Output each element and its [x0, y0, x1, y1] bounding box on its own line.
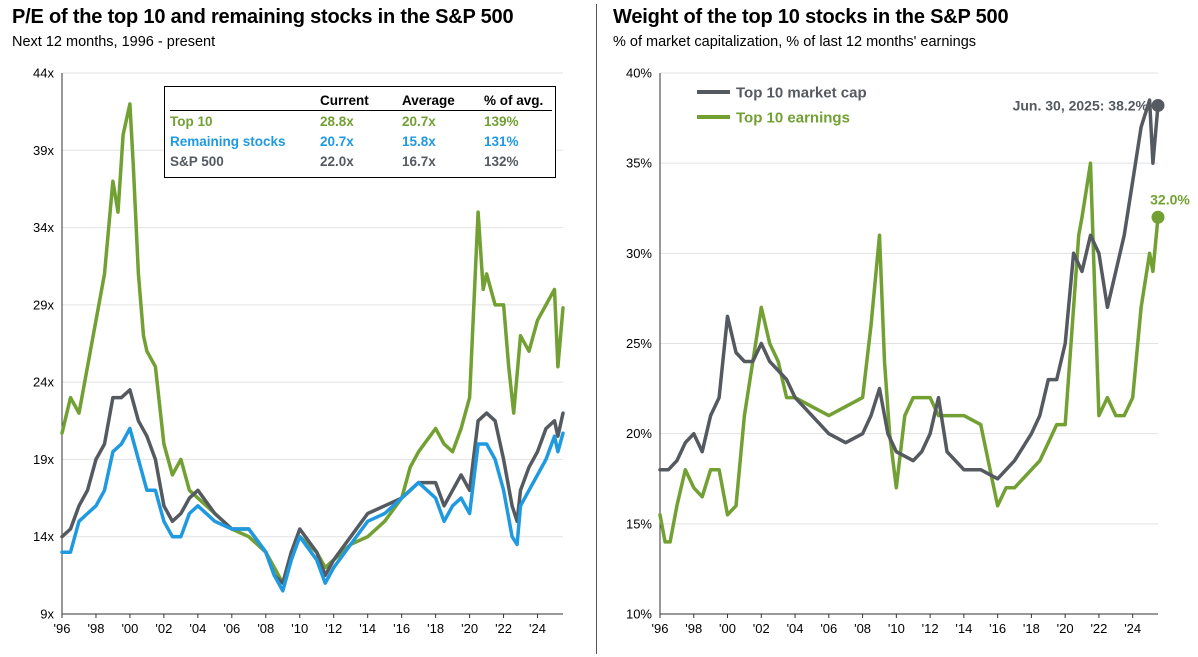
x-tick-label: '08 [257, 621, 274, 636]
x-tick-label: '24 [529, 621, 546, 636]
row-current: 28.8x [320, 114, 354, 129]
row-name: Top 10 [170, 114, 213, 129]
x-tick-label: '96 [652, 621, 669, 636]
y-tick-label: 10% [626, 607, 652, 622]
y-tick-label: 29x [33, 297, 54, 312]
series-line-top-10-market-cap [658, 98, 1160, 481]
left-chart-subtitle: Next 12 months, 1996 - present [12, 34, 216, 50]
y-tick-label: 15% [626, 516, 652, 531]
y-tick-label: 19x [33, 452, 54, 467]
market-cap-annotation: Jun. 30, 2025: 38.2% [1013, 97, 1149, 113]
x-tick-label: '06 [223, 621, 240, 636]
x-tick-label: '20 [1057, 621, 1074, 636]
y-tick-label: 14x [33, 529, 54, 544]
series-line-s-p-500 [60, 388, 565, 585]
right-chart-panel: Weight of the top 10 stocks in the S&P 5… [600, 0, 1198, 657]
x-tick-label: '06 [820, 621, 837, 636]
table-header-average: Average [402, 91, 484, 111]
x-tick-label: '16 [989, 621, 1006, 636]
earnings-end-marker [1151, 210, 1165, 224]
y-tick-label: 25% [626, 336, 652, 351]
x-tick-label: '18 [427, 621, 444, 636]
row-name: Remaining stocks [170, 134, 286, 149]
row-average: 20.7x [402, 114, 436, 129]
right-chart-svg: 10% 15% 20% 25% 30% 35% 40% '96 '98 '00 '02 '04 '06 '… [626, 66, 1190, 637]
series-line-top-10 [60, 102, 565, 585]
x-tick-label: '00 [121, 621, 138, 636]
table-header-row: Current Average % of avg. [170, 91, 552, 111]
table-row-top10: Top 10 28.8x 20.7x 139% [170, 111, 552, 132]
x-tick-label: '14 [359, 621, 376, 636]
x-tick-label: '22 [495, 621, 512, 636]
row-current: 20.7x [320, 134, 354, 149]
x-tick-label: '96 [54, 621, 71, 636]
x-tick-label: '98 [685, 621, 702, 636]
panel-divider [596, 4, 597, 654]
row-name: S&P 500 [170, 154, 224, 169]
y-tick-label: 20% [626, 426, 652, 441]
pe-summary-table: Current Average % of avg. Top 10 28.8x 2… [164, 86, 556, 178]
row-pct: 132% [484, 154, 519, 169]
table-header-current: Current [320, 91, 402, 111]
y-tick-label: 44x [33, 66, 54, 81]
x-tick-label: '20 [461, 621, 478, 636]
x-tick-label: '98 [87, 621, 104, 636]
y-tick-label: 30% [626, 246, 652, 261]
x-tick-label: '08 [854, 621, 871, 636]
x-tick-label: '10 [291, 621, 308, 636]
x-tick-label: '16 [393, 621, 410, 636]
y-tick-label: 34x [33, 220, 54, 235]
legend-label: Top 10 market cap [736, 85, 867, 102]
earnings-annotation: 32.0% [1150, 191, 1190, 207]
y-tick-label: 35% [626, 156, 652, 171]
x-tick-label: '12 [325, 621, 342, 636]
x-tick-label: '02 [155, 621, 172, 636]
x-tick-label: '10 [888, 621, 905, 636]
table-header-pct: % of avg. [484, 91, 552, 111]
x-tick-label: '14 [955, 621, 972, 636]
series-line-remaining-stocks [60, 426, 565, 593]
x-tick-label: '12 [922, 621, 939, 636]
y-tick-label: 39x [33, 143, 54, 158]
x-tick-label: '22 [1090, 621, 1107, 636]
row-average: 15.8x [402, 134, 436, 149]
row-average: 16.7x [402, 154, 436, 169]
x-tick-label: '24 [1124, 621, 1141, 636]
left-chart-svg: 9x 14x 19x 24x 29x 34x 39x 44x '96 '98 '00 '02 '04 '0… [33, 66, 565, 636]
x-tick-label: '00 [719, 621, 736, 636]
table-row-sp500: S&P 500 22.0x 16.7x 132% [170, 151, 552, 171]
series-line-top-10-earnings [658, 161, 1160, 544]
market-cap-end-marker [1151, 98, 1165, 112]
x-tick-label: '04 [787, 621, 804, 636]
right-chart-subtitle: % of market capitalization, % of last 12… [613, 34, 977, 50]
x-tick-label: '04 [189, 621, 206, 636]
row-current: 22.0x [320, 154, 354, 169]
table-header-blank [170, 91, 320, 111]
right-chart-title: Weight of the top 10 stocks in the S&P 5… [613, 6, 1009, 28]
left-chart-title: P/E of the top 10 and remaining stocks i… [12, 6, 514, 28]
row-pct: 139% [484, 114, 519, 129]
left-chart-panel: P/E of the top 10 and remaining stocks i… [0, 0, 596, 657]
row-pct: 131% [484, 134, 519, 149]
x-tick-label: '18 [1023, 621, 1040, 636]
legend-label: Top 10 earnings [736, 110, 850, 127]
y-tick-label: 24x [33, 375, 54, 390]
table-row-remaining: Remaining stocks 20.7x 15.8x 131% [170, 131, 552, 151]
x-tick-label: '02 [753, 621, 770, 636]
y-tick-label: 40% [626, 66, 652, 81]
y-tick-label: 9x [40, 607, 54, 622]
